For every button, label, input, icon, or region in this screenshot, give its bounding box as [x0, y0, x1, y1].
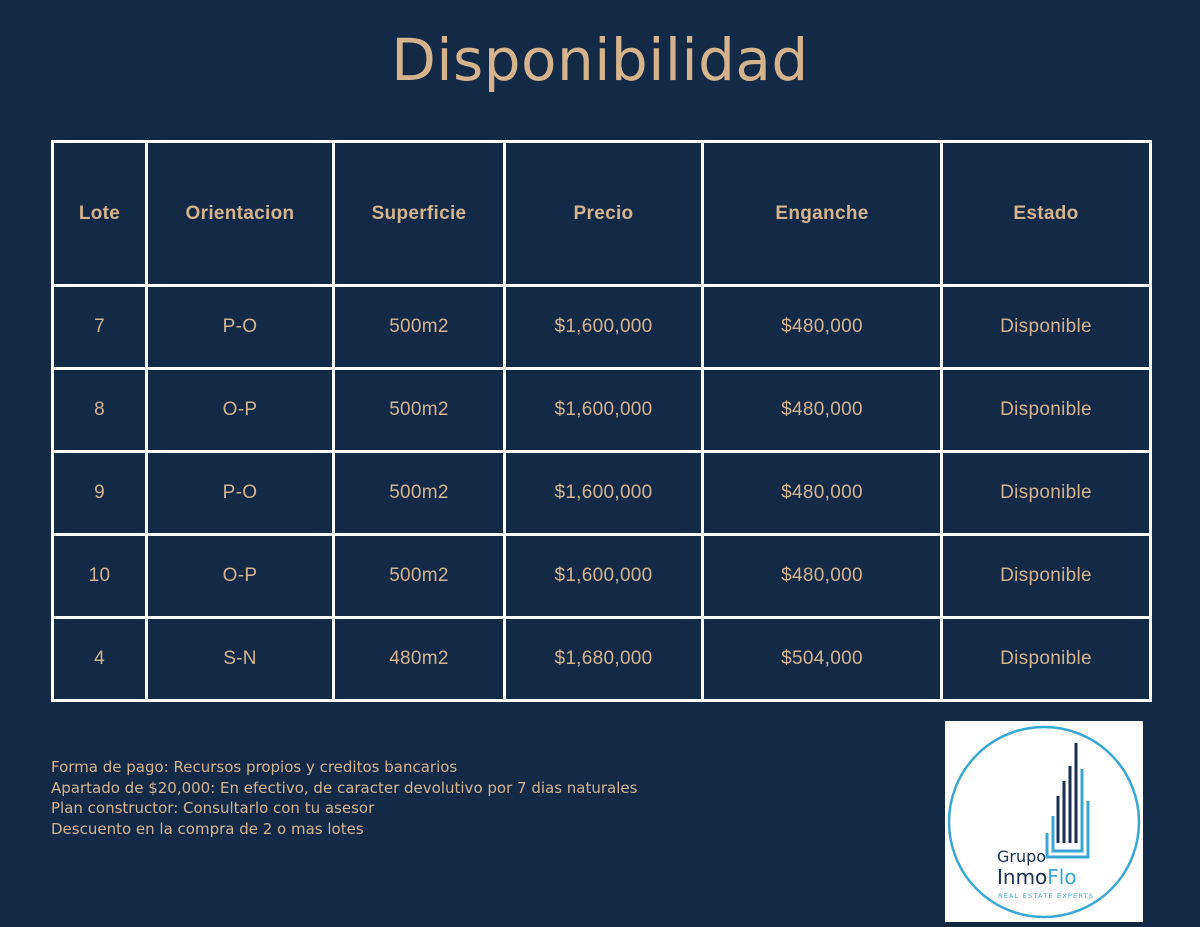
cell-superficie: 480m2	[332, 616, 506, 702]
cell-orientacion: P-O	[145, 450, 335, 536]
cell-superficie: 500m2	[332, 533, 506, 619]
logo-text-inmo: Inmo	[997, 865, 1048, 889]
header-estado: Estado	[940, 140, 1152, 287]
header-enganche: Enganche	[701, 140, 943, 287]
header-lote: Lote	[51, 140, 148, 287]
cell-estado: Disponible	[940, 450, 1152, 536]
note-descuento: Descuento en la compra de 2 o mas lotes	[51, 819, 364, 838]
note-forma-de-pago: Forma de pago: Recursos propios y credit…	[51, 758, 458, 776]
cell-estado: Disponible	[940, 533, 1152, 619]
cell-enganche: $480,000	[701, 367, 943, 453]
cell-superficie: 500m2	[332, 367, 506, 453]
table-row: 7 P-O 500m2 $1,600,000 $480,000 Disponib…	[51, 284, 1152, 370]
cell-enganche: $480,000	[701, 533, 943, 619]
building-logo-icon	[947, 725, 1141, 919]
table-row: 10 O-P 500m2 $1,600,000 $480,000 Disponi…	[51, 533, 1152, 619]
header-superficie: Superficie	[332, 140, 506, 287]
logo-text-grupo: Grupo	[997, 847, 1047, 866]
availability-table: Lote Orientacion Superficie Precio Engan…	[51, 140, 1152, 702]
cell-lote: 9	[51, 450, 148, 536]
page-title: Disponibilidad	[391, 26, 809, 94]
header-precio: Precio	[503, 140, 704, 287]
cell-estado: Disponible	[940, 367, 1152, 453]
cell-lote: 8	[51, 367, 148, 453]
cell-lote: 10	[51, 533, 148, 619]
header-orientacion: Orientacion	[145, 140, 335, 287]
cell-precio: $1,600,000	[503, 450, 704, 536]
table-header-row: Lote Orientacion Superficie Precio Engan…	[51, 140, 1152, 287]
note-plan-constructor: Plan constructor: Consultarlo con tu ase…	[51, 799, 375, 817]
payment-notes: Forma de pago: Recursos propios y credit…	[51, 757, 637, 839]
cell-estado: Disponible	[940, 616, 1152, 702]
cell-enganche: $480,000	[701, 450, 943, 536]
cell-precio: $1,600,000	[503, 284, 704, 370]
logo-tagline: REAL ESTATE EXPERTS	[998, 892, 1095, 900]
table-row: 9 P-O 500m2 $1,600,000 $480,000 Disponib…	[51, 450, 1152, 536]
logo-text-flo: Flo	[1047, 865, 1077, 889]
cell-precio: $1,600,000	[503, 533, 704, 619]
logo-text-inmoflo: InmoFlo	[997, 865, 1077, 889]
cell-lote: 4	[51, 616, 148, 702]
cell-orientacion: P-O	[145, 284, 335, 370]
cell-orientacion: O-P	[145, 533, 335, 619]
cell-lote: 7	[51, 284, 148, 370]
cell-enganche: $504,000	[701, 616, 943, 702]
table-row: 8 O-P 500m2 $1,600,000 $480,000 Disponib…	[51, 367, 1152, 453]
cell-enganche: $480,000	[701, 284, 943, 370]
cell-orientacion: S-N	[145, 616, 335, 702]
table-row: 4 S-N 480m2 $1,680,000 $504,000 Disponib…	[51, 616, 1152, 702]
cell-superficie: 500m2	[332, 450, 506, 536]
cell-orientacion: O-P	[145, 367, 335, 453]
cell-estado: Disponible	[940, 284, 1152, 370]
cell-precio: $1,680,000	[503, 616, 704, 702]
cell-superficie: 500m2	[332, 284, 506, 370]
cell-precio: $1,600,000	[503, 367, 704, 453]
company-logo: Grupo InmoFlo REAL ESTATE EXPERTS	[945, 721, 1143, 922]
note-apartado: Apartado de $20,000: En efectivo, de car…	[51, 778, 638, 797]
